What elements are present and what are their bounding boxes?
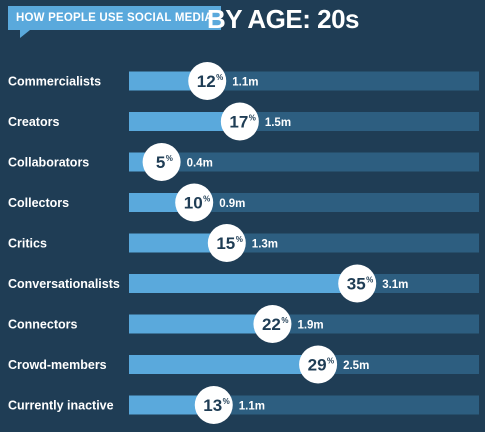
percent-sign: %	[166, 154, 173, 163]
percent-badge	[220, 102, 259, 141]
percent-sign: %	[366, 276, 373, 285]
count-label: 1.1m	[239, 401, 265, 413]
percent-sign: %	[249, 114, 256, 123]
bar-track	[129, 152, 479, 172]
category-label: Creators	[8, 115, 59, 129]
percent-sign: %	[281, 316, 288, 325]
percent-sign: %	[216, 73, 223, 82]
percent-badge	[175, 183, 214, 222]
count-label: 3.1m	[382, 279, 408, 291]
bar-row: Commercialists 12% 1.1m	[8, 62, 479, 100]
header-tag: HOW PEOPLE USE SOCIAL MEDIA	[8, 6, 221, 30]
percent-badge	[253, 305, 292, 343]
percent-label: 12	[197, 72, 216, 91]
category-label: Connectors	[8, 318, 78, 332]
category-label: Collaborators	[8, 156, 89, 170]
bar-row: Critics 15% 1.3m	[8, 224, 479, 262]
count-label: 0.4m	[187, 158, 213, 170]
category-label: Currently inactive	[8, 399, 114, 413]
percent-badge	[207, 224, 246, 262]
bar	[129, 233, 227, 253]
percent-label: 29	[308, 356, 327, 375]
percent-badge	[299, 345, 338, 384]
count-label: 1.1m	[232, 77, 258, 89]
header-tag-pointer	[20, 30, 30, 38]
count-label: 1.9m	[297, 320, 323, 332]
count-label: 2.5m	[343, 360, 369, 372]
percent-sign: %	[203, 195, 210, 204]
category-label: Collectors	[8, 196, 69, 210]
bar-row: Collectors 10% 0.9m	[8, 183, 479, 222]
chart-title: BY AGE: 20s	[207, 4, 360, 34]
percent-label: 5	[156, 153, 165, 172]
percent-sign: %	[223, 397, 230, 406]
bar	[129, 355, 319, 374]
bar	[129, 274, 358, 293]
count-label: 0.9m	[219, 198, 245, 210]
percent-badge	[142, 143, 181, 181]
bar-row: Creators 17% 1.5m	[8, 102, 479, 141]
category-label: Conversationalists	[8, 277, 120, 291]
percent-label: 15	[216, 234, 235, 253]
bar-row: Crowd-members 29% 2.5m	[8, 345, 479, 384]
count-label: 1.3m	[252, 239, 278, 251]
bar	[129, 395, 214, 415]
bar-row: Collaborators 5% 0.4m	[8, 143, 479, 181]
percent-label: 17	[229, 113, 248, 132]
category-label: Crowd-members	[8, 358, 107, 372]
category-label: Critics	[8, 237, 47, 251]
bar	[129, 314, 273, 334]
percent-sign: %	[327, 357, 334, 366]
percent-badge	[188, 62, 227, 100]
bar-track	[129, 193, 479, 212]
percent-label: 10	[184, 194, 203, 213]
bar	[129, 112, 240, 131]
category-label: Commercialists	[8, 75, 101, 89]
bar-row: Conversationalists 35% 3.1m	[8, 264, 479, 303]
percent-badge	[338, 264, 377, 303]
percent-badge	[194, 386, 233, 424]
header: HOW PEOPLE USE SOCIAL MEDIA BY AGE: 20s	[0, 0, 485, 48]
percent-label: 22	[262, 315, 281, 334]
percent-label: 13	[203, 396, 222, 415]
bar	[129, 71, 208, 91]
percent-sign: %	[236, 235, 243, 244]
count-label: 1.5m	[265, 117, 291, 129]
bar-row: Connectors 22% 1.9m	[8, 305, 479, 343]
percent-label: 35	[347, 275, 366, 294]
bar-row: Currently inactive 13% 1.1m	[8, 386, 479, 424]
